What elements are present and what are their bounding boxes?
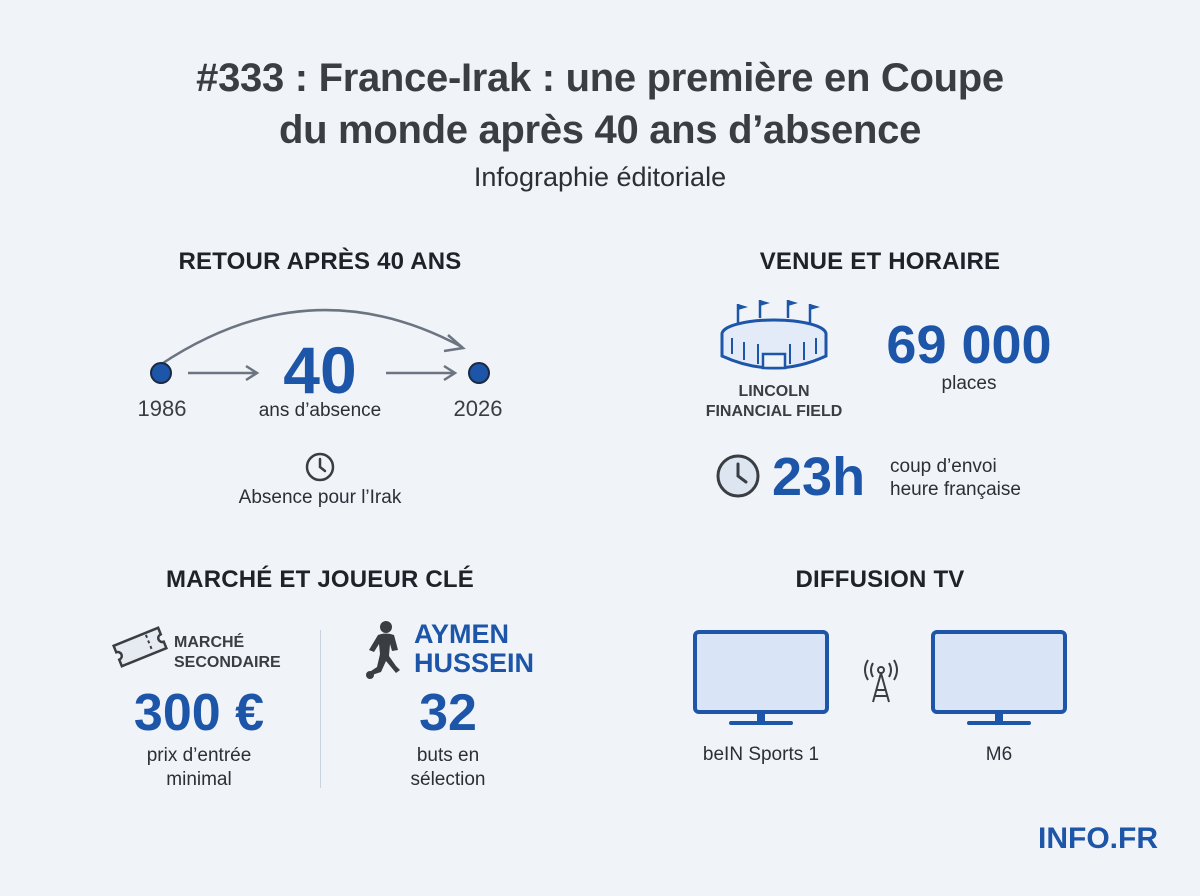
footballer-icon bbox=[366, 621, 400, 679]
goals-label-line-1: buts en bbox=[416, 745, 480, 766]
timeline-dot-end bbox=[468, 362, 490, 384]
tv-base-2 bbox=[967, 721, 1031, 725]
tv-screen-1 bbox=[693, 630, 829, 714]
capacity-label: places bbox=[941, 373, 997, 394]
goals-label-line-2: sélection bbox=[410, 769, 486, 790]
arrow-right-icon bbox=[188, 364, 260, 382]
price-label-line-2: minimal bbox=[166, 769, 232, 790]
section-divider bbox=[320, 630, 321, 788]
title-line-1: #333 : France-Irak : une première en Cou… bbox=[196, 56, 1004, 100]
page-title: #333 : France-Irak : une première en Cou… bbox=[0, 52, 1200, 156]
years-count: 40 bbox=[283, 333, 357, 407]
channel-2: M6 bbox=[985, 744, 1013, 765]
year-end: 2026 bbox=[453, 396, 503, 421]
arrow-right-icon bbox=[386, 364, 458, 382]
tv-stand-1 bbox=[757, 714, 765, 723]
market-label-line-1: MARCHÉ bbox=[174, 634, 245, 651]
kickoff-label: coup d’envoi heure française bbox=[890, 455, 1090, 501]
stadium-name: LINCOLN FINANCIAL FIELD bbox=[690, 382, 858, 422]
tv-stand-2 bbox=[995, 714, 1003, 723]
stadium-line-1: LINCOLN bbox=[738, 383, 810, 400]
goals-value: 32 bbox=[419, 684, 477, 742]
ticket-icon bbox=[111, 626, 169, 668]
stadium-line-2: FINANCIAL FIELD bbox=[705, 403, 843, 420]
goals-label: buts en sélection bbox=[378, 744, 518, 792]
tv-base-1 bbox=[729, 721, 793, 725]
price-label: prix d’entrée minimal bbox=[104, 744, 294, 792]
capacity-value: 69 000 bbox=[886, 315, 1052, 375]
antenna-icon bbox=[864, 659, 898, 703]
year-start: 1986 bbox=[137, 396, 187, 421]
venue-heading: VENUE ET HORAIRE bbox=[759, 248, 1001, 275]
diffusion-heading: DIFFUSION TV bbox=[795, 566, 965, 593]
arc-arrow-icon bbox=[159, 308, 466, 367]
clock-icon bbox=[305, 452, 335, 482]
price-value: 300 € bbox=[133, 684, 265, 742]
timeline-dot-start bbox=[150, 362, 172, 384]
price-label-line-1: prix d’entrée bbox=[146, 745, 252, 766]
absence-note: Absence pour l’Irak bbox=[238, 487, 402, 508]
years-label: ans d’absence bbox=[258, 400, 382, 421]
title-line-2: du monde après 40 ans d’absence bbox=[278, 108, 922, 152]
tv-screen-2 bbox=[931, 630, 1067, 714]
page-subtitle: Infographie éditoriale bbox=[473, 162, 727, 192]
player-name: AYMEN HUSSEIN bbox=[414, 620, 584, 678]
market-label-line-2: SECONDAIRE bbox=[174, 654, 281, 671]
kickoff-label-line-2: heure française bbox=[890, 479, 1021, 500]
channel-1: beIN Sports 1 bbox=[702, 744, 820, 765]
kickoff-time: 23h bbox=[772, 447, 866, 507]
kickoff-label-line-1: coup d’envoi bbox=[890, 456, 997, 477]
clock-icon bbox=[716, 454, 760, 498]
player-name-line-2: HUSSEIN bbox=[414, 648, 535, 678]
brand-logo: INFO.FR bbox=[1038, 822, 1158, 855]
stadium-icon bbox=[720, 300, 828, 370]
marche-heading: MARCHÉ ET JOUEUR CLÉ bbox=[165, 566, 475, 593]
market-label: MARCHÉ SECONDAIRE bbox=[174, 633, 314, 673]
player-name-line-1: AYMEN bbox=[414, 619, 510, 649]
retour-heading: RETOUR APRÈS 40 ANS bbox=[178, 248, 462, 275]
